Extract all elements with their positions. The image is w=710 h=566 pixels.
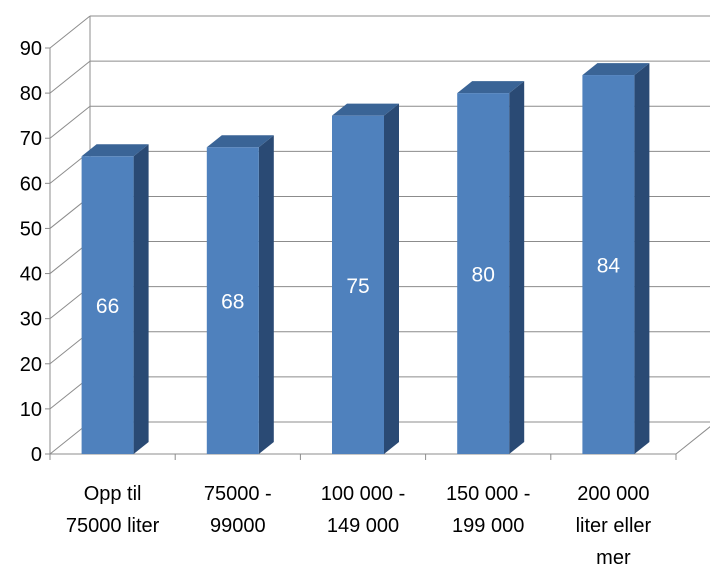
x-category-label: 75000 - 99000: [204, 483, 272, 537]
data-label: 66: [96, 295, 119, 318]
x-category-label: 100 000 - 149 000: [321, 483, 406, 537]
axes: 0 10 20 30 40 50 60 70 80 90: [20, 38, 677, 466]
labels: 66 Opp til 75000 liter 68 75000 - 99000 75 100 …: [66, 255, 652, 566]
bar-side: [509, 81, 525, 454]
bar-side: [258, 135, 274, 454]
y-tick-label: 40: [20, 264, 42, 286]
y-tick-label: 80: [20, 83, 42, 105]
bar-top: [332, 103, 399, 116]
bar: [582, 75, 635, 455]
floor-edge: [675, 426, 710, 455]
y-tick-label: 10: [20, 399, 42, 421]
x-category-label-line: liter eller: [576, 515, 652, 537]
data-label: 84: [597, 255, 621, 278]
y-tick-label: 30: [20, 309, 42, 331]
bar-side: [133, 144, 149, 454]
bar: [332, 115, 384, 455]
gridline-depth: [49, 60, 91, 94]
y-tick-label: 70: [20, 128, 42, 150]
bar-side: [384, 103, 399, 455]
bar-top: [582, 63, 650, 76]
x-category-label-line: 99000: [210, 515, 266, 537]
gridline-depth: [49, 15, 91, 49]
x-category-label-line: 75000 liter: [66, 515, 160, 537]
bar-top: [206, 135, 274, 148]
x-category-label-line: 199 000: [452, 515, 524, 537]
x-category-label-line: 200 000: [577, 483, 649, 505]
x-category-label-line: 150 000 -: [446, 483, 531, 505]
x-category-label: Opp til 75000 liter: [66, 483, 160, 537]
y-tick-label: 20: [20, 354, 42, 376]
x-category-label-line: 100 000 -: [321, 483, 406, 505]
x-category-label-line: 149 000: [327, 515, 399, 537]
y-tick-label: 90: [20, 38, 42, 60]
bars: [81, 63, 650, 455]
bar: [457, 93, 510, 454]
bar-side: [634, 63, 650, 455]
y-tick-label: 0: [31, 444, 42, 466]
gridline-depth: [49, 105, 91, 139]
data-label: 80: [472, 264, 495, 287]
data-label: 68: [221, 291, 244, 314]
y-tick-label: 50: [20, 218, 42, 240]
bar: [81, 156, 134, 454]
x-category-label-line: Opp til: [84, 483, 142, 505]
x-category-label-line: mer: [596, 547, 631, 566]
bar-top: [81, 144, 149, 157]
x-category-label: 150 000 - 199 000: [446, 483, 531, 537]
bar: [206, 147, 259, 454]
y-tick-label: 60: [20, 173, 42, 195]
x-category-label-line: 75000 -: [204, 483, 272, 505]
data-label: 75: [346, 275, 369, 298]
x-category-label: 200 000 liter eller mer: [576, 483, 652, 566]
bar-top: [457, 81, 525, 94]
